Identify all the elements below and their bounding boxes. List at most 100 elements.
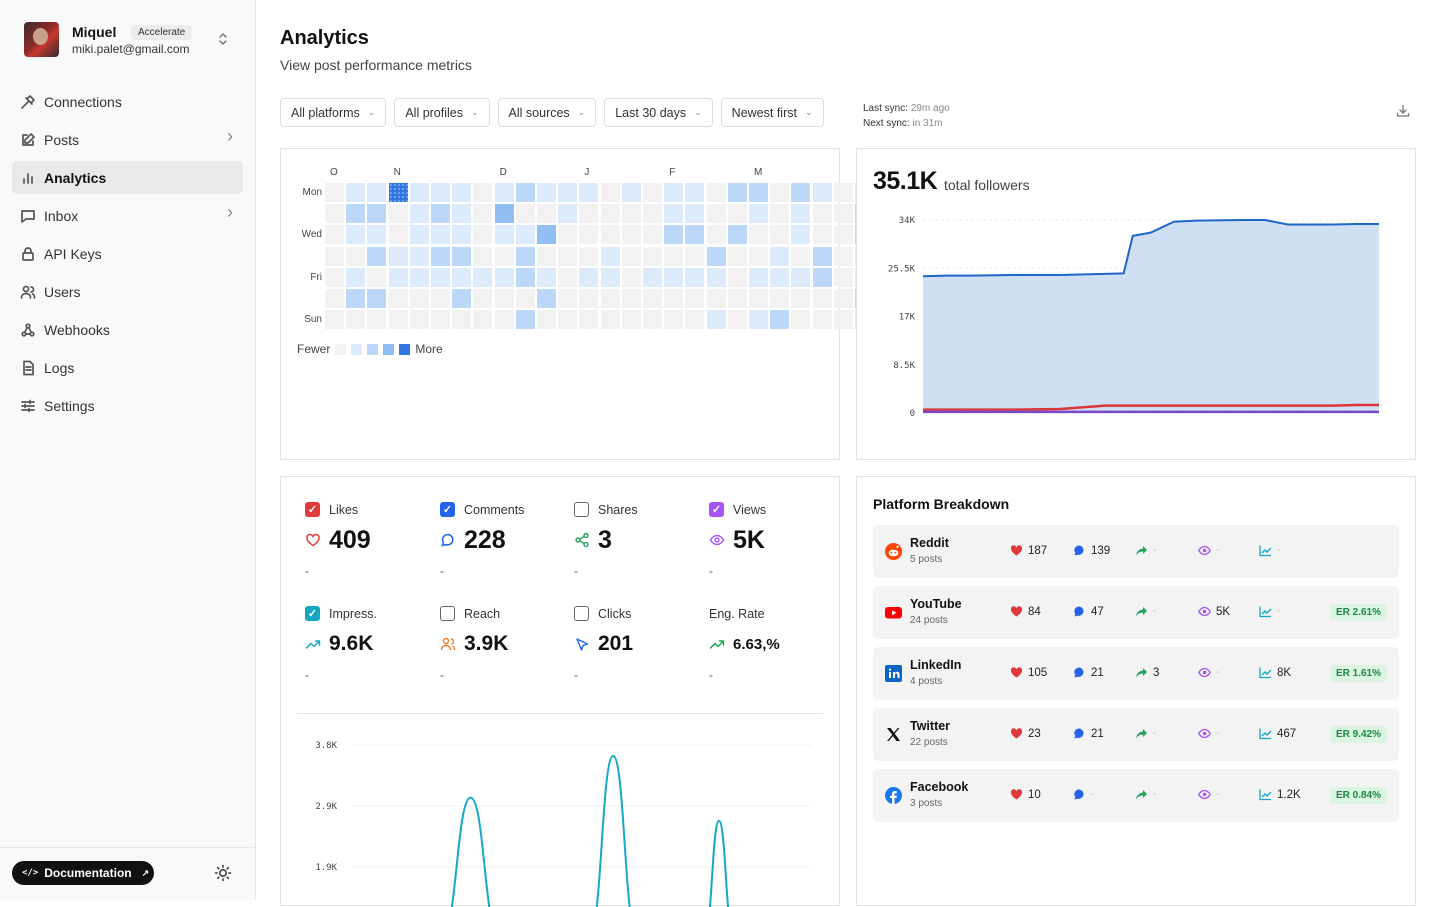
heatmap-cell[interactable] [367,183,387,202]
documentation-button[interactable]: </> Documentation ↗ [12,861,154,885]
heatmap-cell[interactable] [494,289,514,308]
heatmap-cell[interactable] [367,225,387,245]
heatmap-cell[interactable] [791,246,811,266]
heatmap-cell[interactable] [685,289,705,308]
heatmap-cell[interactable] [727,204,747,224]
heatmap-cell[interactable] [515,310,535,330]
heatmap-cell[interactable] [727,310,747,330]
heatmap-cell[interactable] [664,246,684,266]
heatmap-cell[interactable] [579,183,599,202]
heatmap-cell[interactable] [579,204,599,224]
heatmap-cell[interactable] [600,267,620,287]
heatmap-cell[interactable] [388,204,408,224]
heatmap-cell[interactable] [452,204,472,224]
heatmap-cell[interactable] [812,267,832,287]
heatmap-cell[interactable] [770,289,790,308]
heatmap-cell[interactable] [621,310,641,330]
heatmap-cell[interactable] [833,289,853,308]
heatmap-cell[interactable] [833,246,853,266]
heatmap-cell[interactable] [431,310,450,330]
heatmap-cell[interactable] [791,183,811,202]
heatmap-cell[interactable] [579,225,599,245]
heatmap-cell[interactable] [515,246,535,266]
heatmap-cell[interactable] [791,225,811,245]
heatmap-cell[interactable] [537,204,556,224]
heatmap-cell[interactable] [706,225,726,245]
heatmap-cell[interactable] [749,183,768,202]
heatmap-cell[interactable] [558,267,578,287]
filter-newest-first[interactable]: Newest first ⌄ [720,98,824,127]
heatmap-cell[interactable] [749,225,768,245]
heatmap-cell[interactable] [685,267,705,287]
heatmap-cell[interactable] [833,267,853,287]
heatmap-cell[interactable] [494,204,514,224]
heatmap-cell[interactable] [770,310,790,330]
metric-checkbox[interactable] [574,502,589,517]
metric-checkbox[interactable] [574,606,589,621]
heatmap-cell[interactable] [812,246,832,266]
heatmap-cell[interactable] [409,225,429,245]
heatmap-cell[interactable] [325,183,344,202]
heatmap-cell[interactable] [579,246,599,266]
heatmap-cell[interactable] [812,289,832,308]
heatmap-cell[interactable] [833,310,853,330]
heatmap-cell[interactable] [494,310,514,330]
heatmap-cell[interactable] [749,267,768,287]
sidebar-item-logs[interactable]: Logs [12,351,243,384]
heatmap-cell[interactable] [409,310,429,330]
heatmap-cell[interactable] [537,289,556,308]
heatmap-cell[interactable] [431,246,450,266]
heatmap-cell[interactable] [452,289,472,308]
heatmap-cell[interactable] [749,246,768,266]
heatmap-cell[interactable] [685,310,705,330]
heatmap-cell[interactable] [558,246,578,266]
heatmap-cell[interactable] [325,310,344,330]
filter-last-30-days[interactable]: Last 30 days ⌄ [604,98,713,127]
metric-checkbox[interactable]: ✓ [709,502,724,517]
heatmap-cell[interactable] [706,289,726,308]
heatmap-cell[interactable] [346,183,366,202]
heatmap-cell[interactable] [431,183,450,202]
heatmap-cell[interactable] [367,204,387,224]
theme-toggle-sun-icon[interactable] [214,864,232,882]
heatmap-cell[interactable] [791,204,811,224]
heatmap-cell[interactable] [325,225,344,245]
filter-all-sources[interactable]: All sources ⌄ [497,98,597,127]
heatmap-cell[interactable] [770,246,790,266]
heatmap-cell[interactable] [431,267,450,287]
heatmap-cell[interactable] [494,225,514,245]
heatmap-cell[interactable] [515,204,535,224]
heatmap-cell[interactable] [621,246,641,266]
heatmap-cell[interactable] [791,289,811,308]
heatmap-cell[interactable] [494,246,514,266]
heatmap-cell[interactable] [558,204,578,224]
heatmap-cell[interactable] [643,310,662,330]
heatmap-cell[interactable] [346,267,366,287]
heatmap-cell[interactable] [473,225,493,245]
heatmap-cell[interactable] [600,183,620,202]
heatmap-cell[interactable] [706,204,726,224]
heatmap-cell[interactable] [346,204,366,224]
filter-all-platforms[interactable]: All platforms ⌄ [280,98,387,127]
heatmap-cell[interactable] [409,246,429,266]
sidebar-item-settings[interactable]: Settings [12,389,243,422]
heatmap-cell[interactable] [706,183,726,202]
heatmap-cell[interactable] [388,267,408,287]
platform-row-twitter[interactable]: Twitter 22 posts 23 21 - - 467 ER 9.42% [873,708,1399,761]
metric-checkbox[interactable]: ✓ [305,606,320,621]
heatmap-cell[interactable] [431,289,450,308]
sidebar-item-posts[interactable]: Posts › [12,123,243,156]
heatmap-cell[interactable] [643,246,662,266]
heatmap-cell[interactable] [643,267,662,287]
heatmap-cell[interactable] [558,183,578,202]
heatmap-cell[interactable] [833,183,853,202]
heatmap-cell[interactable] [473,246,493,266]
heatmap-cell[interactable] [749,310,768,330]
heatmap-cell[interactable] [346,310,366,330]
heatmap-cell[interactable] [749,289,768,308]
platform-row-facebook[interactable]: Facebook 3 posts 10 - - - 1.2K ER 0.84% [873,769,1399,822]
heatmap-cell[interactable] [685,225,705,245]
heatmap-cell[interactable] [452,225,472,245]
heatmap-cell[interactable] [473,267,493,287]
heatmap-cell[interactable] [643,183,662,202]
